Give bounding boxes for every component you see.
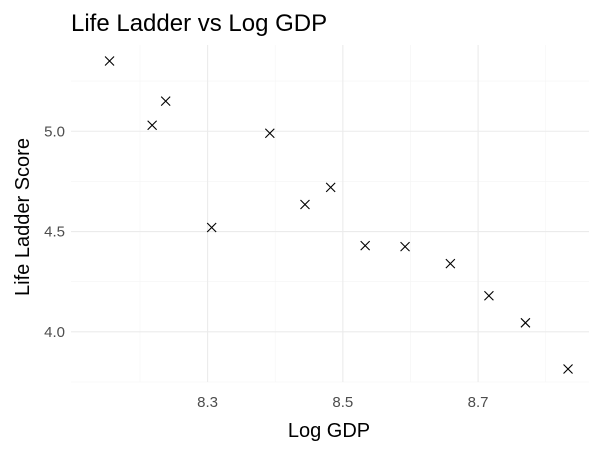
y-axis-title: Life Ladder Score (12, 138, 34, 296)
data-point (484, 290, 494, 301)
data-point (360, 240, 371, 251)
data-point (445, 258, 456, 269)
data-point (520, 317, 531, 328)
data-point (325, 182, 336, 193)
chart-title: Life Ladder vs Log GDP (71, 10, 327, 37)
data-point (104, 56, 115, 66)
data-point (206, 222, 217, 233)
data-point (300, 199, 310, 210)
x-axis-ticks: 8.3 8.5 8.7 (197, 394, 488, 411)
x-axis-title: Log GDP (288, 420, 370, 442)
y-tick-label: 4.5 (44, 224, 65, 241)
data-point (264, 128, 275, 139)
x-tick-label: 8.5 (332, 394, 353, 411)
grid (71, 45, 589, 383)
x-tick-label: 8.3 (197, 394, 218, 411)
y-axis-ticks: 4.0 4.5 5.0 (44, 123, 65, 341)
data-point (400, 241, 410, 252)
data-point (563, 364, 573, 374)
data-point (160, 96, 171, 107)
y-tick-label: 5.0 (44, 123, 65, 140)
data-points (104, 56, 573, 374)
data-point (147, 120, 158, 131)
y-tick-label: 4.0 (44, 324, 65, 341)
x-tick-label: 8.7 (468, 394, 489, 411)
